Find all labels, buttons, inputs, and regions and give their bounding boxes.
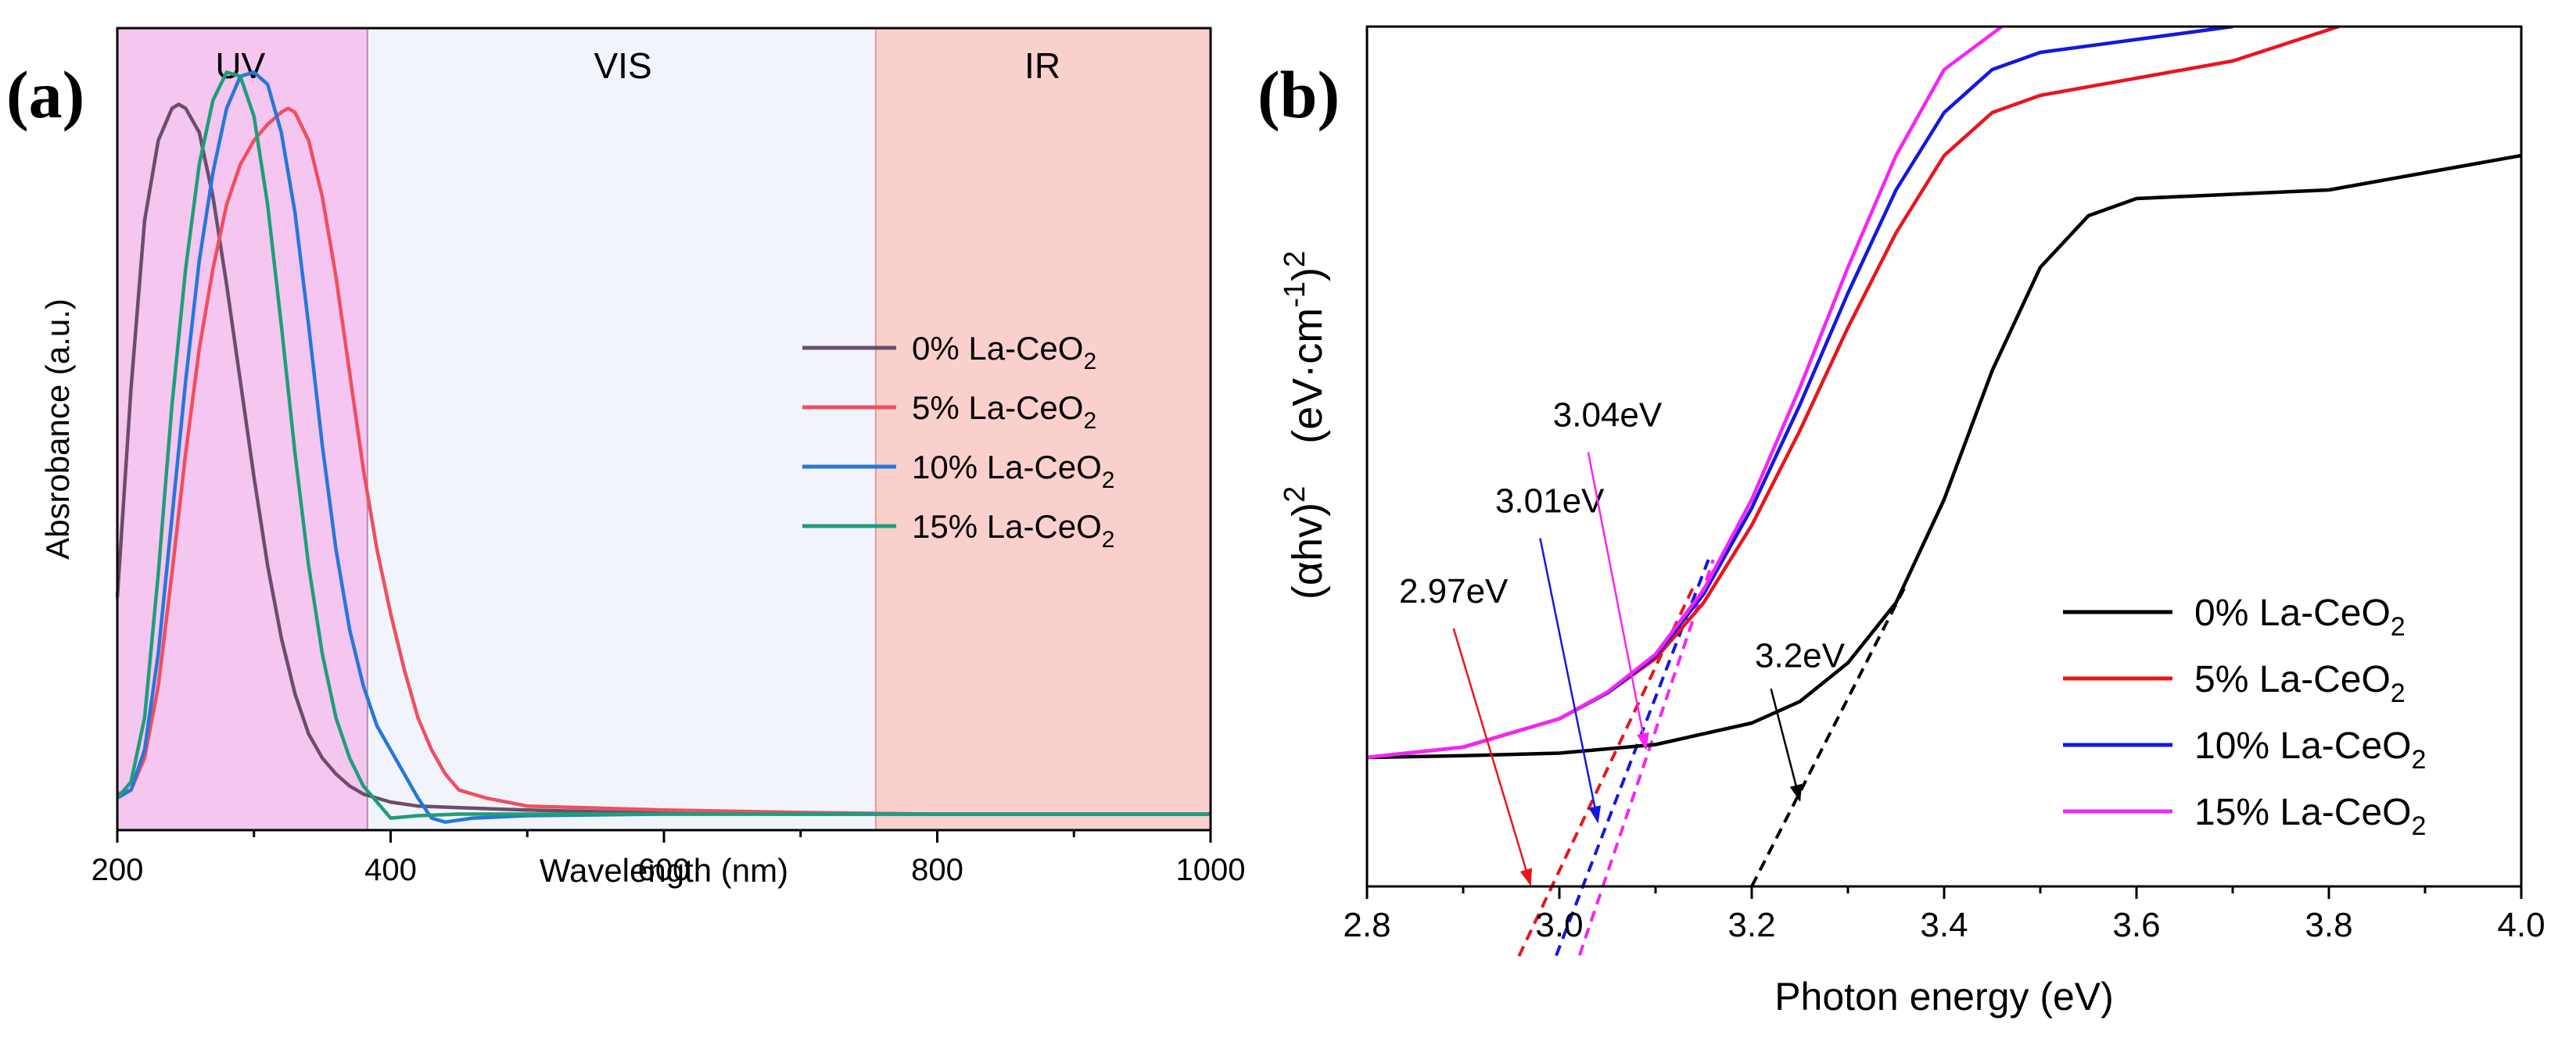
series-line	[1367, 153, 2521, 760]
text-part: 15% La-CeO	[2194, 792, 2411, 833]
text-part: 2	[1279, 486, 1311, 503]
legend-label: 10% La-CeO2	[2194, 725, 2426, 775]
annotation-label: 3.04eV	[1553, 396, 1663, 435]
text-part: 2	[2391, 612, 2406, 642]
annotation-arrow	[1452, 628, 1533, 886]
series-line	[116, 70, 1211, 824]
legend-label: 0% La-CeO2	[912, 330, 1096, 374]
x-axis-label: Photon energy (eV)	[1774, 975, 2114, 1019]
text-part: 2	[2411, 745, 2426, 775]
region-ir	[875, 28, 1211, 830]
legend-label: 0% La-CeO2	[2194, 593, 2406, 642]
text-part: (αhv)	[1284, 503, 1331, 600]
text-part: 2	[1102, 527, 1115, 553]
text-part: 5% La-CeO	[912, 389, 1083, 426]
region-vis	[367, 28, 876, 830]
annotation-arrow	[1539, 538, 1602, 824]
x-tick-label: 2.8	[1343, 906, 1390, 944]
legend-label: 10% La-CeO2	[912, 449, 1114, 493]
x-tick-label: 400	[364, 853, 417, 887]
annotation-label: 3.01eV	[1495, 482, 1605, 521]
x-tick-label: 800	[911, 853, 963, 887]
tangent-line	[1750, 585, 1907, 887]
x-tick-label: 200	[91, 853, 144, 887]
annotation-arrow	[1770, 688, 1803, 802]
region-label: VIS	[594, 45, 651, 86]
text-part: 0% La-CeO	[912, 330, 1083, 367]
series-line	[1367, 27, 2339, 760]
text-part: )	[1284, 267, 1331, 281]
series-line	[1367, 27, 2004, 760]
y-axis-label: Absrobance (a.u.)	[39, 299, 76, 560]
x-tick-label: 600	[638, 853, 691, 887]
panel-label-a: (a)	[6, 57, 84, 132]
series-line	[115, 102, 1211, 816]
tangent-line	[1577, 559, 1715, 957]
legend-label: 15% La-CeO2	[912, 508, 1114, 553]
panel-b: 3.2eV 2.97eV 3.01eV 3.04eV 2.8 3.0 3.2 3.4 3.6 3.…	[1258, 25, 2546, 1019]
text-part: 2	[2391, 678, 2406, 708]
x-tick-label: 4.0	[2497, 906, 2545, 944]
x-tick-label: 3.8	[2305, 906, 2352, 944]
legend-label: 5% La-CeO2	[2194, 659, 2406, 708]
annotation-label: 2.97eV	[1399, 572, 1509, 610]
text-part: 10% La-CeO	[2194, 725, 2411, 767]
text-part: (eV·cm	[1284, 308, 1331, 486]
x-tick-label: 1000	[1176, 853, 1246, 887]
annotation-arrow	[1587, 452, 1649, 750]
text-part: 2	[1102, 467, 1115, 493]
text-part: 15% La-CeO	[912, 508, 1102, 545]
text-part: 2	[2411, 811, 2426, 841]
x-tick-label: 3.4	[1920, 906, 1968, 944]
x-tick-label: 3.6	[2112, 906, 2160, 944]
text-part: 0% La-CeO	[2194, 593, 2391, 634]
text-part: 10% La-CeO	[912, 449, 1102, 485]
text-part: -1	[1279, 281, 1311, 308]
text-part: 2	[1083, 349, 1096, 374]
x-tick-label: 3.0	[1535, 906, 1583, 944]
legend-label: 5% La-CeO2	[912, 389, 1096, 434]
text-part: 5% La-CeO	[2194, 659, 2391, 700]
region-label: IR	[1024, 45, 1060, 86]
legend-label: 15% La-CeO2	[2194, 792, 2426, 841]
text-part: 2	[1083, 408, 1096, 434]
y-axis-label: (αhv)2 (eV·cm-1)2	[1279, 251, 1331, 600]
x-tick-label: 3.2	[1727, 906, 1775, 944]
series-line	[116, 70, 1211, 820]
x-axis-label: Wavelength (nm)	[540, 852, 788, 889]
text-part: 2	[1279, 251, 1311, 267]
annotation-label: 3.2eV	[1755, 637, 1846, 675]
series-line	[117, 106, 1211, 816]
panel-label-b: (b)	[1258, 57, 1340, 132]
